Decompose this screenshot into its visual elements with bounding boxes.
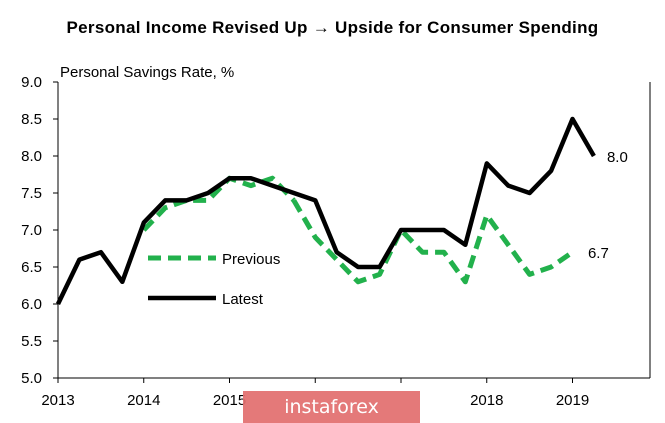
y-tick-label: 5.5 — [21, 333, 42, 350]
y-tick-label: 8.5 — [21, 111, 42, 128]
y-tick-label: 9.0 — [21, 74, 42, 91]
y-tick-label: 7.5 — [21, 185, 42, 202]
series-lines — [55, 116, 596, 305]
x-tick-label: 2013 — [41, 392, 74, 409]
y-tick-label: 7.0 — [21, 222, 42, 239]
watermark-banner: instaforex — [243, 391, 420, 423]
legend: Previous Latest — [148, 251, 280, 308]
y-tick-label: 6.5 — [21, 259, 42, 276]
axes: 5.0 5.5 6.0 6.5 7.0 7.5 8.0 8.5 9.0 2013 2014 2015 2… — [21, 74, 651, 409]
chart-title: Personal Income Revised Up → Upside for … — [66, 18, 599, 37]
x-tick-label: 2015 — [213, 392, 246, 409]
y-tick-label: 8.0 — [21, 148, 42, 165]
legend-latest-label: Latest — [222, 291, 264, 308]
x-tick-label: 2014 — [127, 392, 160, 409]
y-tick-label: 6.0 — [21, 296, 42, 313]
y-tick-label: 5.0 — [21, 370, 42, 387]
series-latest-line — [55, 116, 596, 305]
x-tick-label: 2019 — [556, 392, 589, 409]
latest-end-label: 8.0 — [607, 149, 628, 166]
legend-previous-label: Previous — [222, 251, 280, 268]
y-axis-label: Personal Savings Rate, % — [60, 64, 234, 81]
previous-end-label: 6.7 — [588, 245, 609, 262]
x-tick-label: 2018 — [470, 392, 503, 409]
series-previous-overlap — [142, 175, 296, 232]
end-labels: 8.0 6.7 — [588, 149, 628, 262]
series-previous-line — [291, 199, 574, 285]
